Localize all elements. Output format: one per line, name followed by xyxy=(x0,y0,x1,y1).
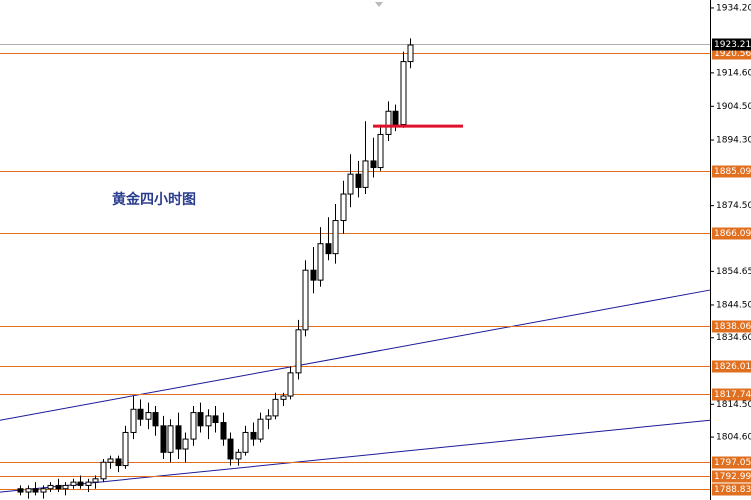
candle-body xyxy=(220,422,227,440)
y-tick-label: 1874.50 xyxy=(716,201,751,211)
candle-body xyxy=(115,458,122,467)
annotation: 黄金四小时图 xyxy=(112,191,196,208)
candle-body xyxy=(152,412,159,427)
level-label: 1788.83 xyxy=(714,485,751,495)
candle-body xyxy=(347,173,354,195)
candle-body xyxy=(392,110,399,126)
candle-body xyxy=(287,372,294,397)
level-box xyxy=(712,320,751,333)
level-label: 1797.05 xyxy=(714,458,751,468)
level-box xyxy=(712,388,751,401)
candle-body xyxy=(265,415,272,420)
trend-line xyxy=(0,419,711,493)
level-box xyxy=(712,227,751,240)
trend-line xyxy=(0,289,711,421)
candle-body xyxy=(182,438,189,450)
level-label: 1838.06 xyxy=(714,322,751,332)
candle-body xyxy=(190,412,197,440)
level-label: 1792.99 xyxy=(714,472,751,482)
candle-body xyxy=(122,431,129,467)
candle-body xyxy=(355,173,362,188)
current-price-label: 1923.21 xyxy=(714,40,751,50)
candle-body xyxy=(250,431,257,440)
y-tick-label: 1834.60 xyxy=(716,333,751,343)
y-tick-label: 1934.20 xyxy=(716,3,751,13)
level-box xyxy=(712,483,751,496)
y-tick-label: 1904.50 xyxy=(716,102,751,112)
candle-body xyxy=(137,408,144,420)
candle-body xyxy=(310,269,317,281)
current-price-box xyxy=(712,38,751,51)
candle-body xyxy=(302,269,309,331)
candle-body xyxy=(227,438,234,460)
candle-body xyxy=(257,418,264,440)
y-tick-label: 1854.65 xyxy=(716,267,751,277)
candle-body xyxy=(370,160,377,169)
y-tick-label: 1844.50 xyxy=(716,300,751,310)
candle-body xyxy=(17,488,24,493)
candle-body xyxy=(92,478,99,483)
y-tick-label: 1814.50 xyxy=(716,400,751,410)
candle-body xyxy=(242,431,249,453)
candle-body xyxy=(70,481,77,486)
shift-marker xyxy=(375,2,383,7)
level-label: 1817.74 xyxy=(714,390,751,400)
level-box xyxy=(712,360,751,373)
candle-body xyxy=(235,451,242,460)
level-label: 1885.09 xyxy=(714,167,751,177)
candle-body xyxy=(280,395,287,400)
level-box xyxy=(712,165,751,178)
candle-body xyxy=(32,488,39,493)
level-box xyxy=(712,470,751,483)
y-tick-label: 1894.30 xyxy=(716,136,751,146)
candle-body xyxy=(377,133,384,169)
candle-body xyxy=(107,458,114,463)
candle-body xyxy=(295,329,302,374)
candle-body xyxy=(25,488,32,493)
candle-body xyxy=(332,220,339,255)
candle-body xyxy=(325,243,332,255)
y-tick-label: 1914.60 xyxy=(716,68,751,78)
candle-body xyxy=(47,484,54,490)
candle-body xyxy=(100,461,107,480)
level-label: 1920.56 xyxy=(714,49,751,59)
candle-body xyxy=(167,425,174,453)
candle-body xyxy=(272,398,279,417)
level-label: 1866.09 xyxy=(714,229,751,239)
candle-body xyxy=(317,243,324,281)
candle-body xyxy=(340,193,347,222)
candle-body xyxy=(205,415,212,427)
candle-body xyxy=(40,488,47,493)
candle-body xyxy=(85,481,92,486)
candle-body xyxy=(212,415,219,424)
y-tick-label: 1804.60 xyxy=(716,433,751,443)
candle-body xyxy=(160,425,167,453)
candle-body xyxy=(77,481,84,486)
candle-body xyxy=(55,484,62,490)
candle-body xyxy=(130,408,137,433)
candle-body xyxy=(62,484,69,490)
candle-body xyxy=(385,110,392,135)
level-box xyxy=(712,456,751,469)
candle-body xyxy=(407,44,414,63)
candle-body xyxy=(197,412,204,427)
level-label: 1826.01 xyxy=(714,362,751,372)
candle-body xyxy=(145,412,152,420)
candle-body xyxy=(400,61,407,126)
candle-body xyxy=(362,160,369,188)
candle-body xyxy=(175,425,182,450)
